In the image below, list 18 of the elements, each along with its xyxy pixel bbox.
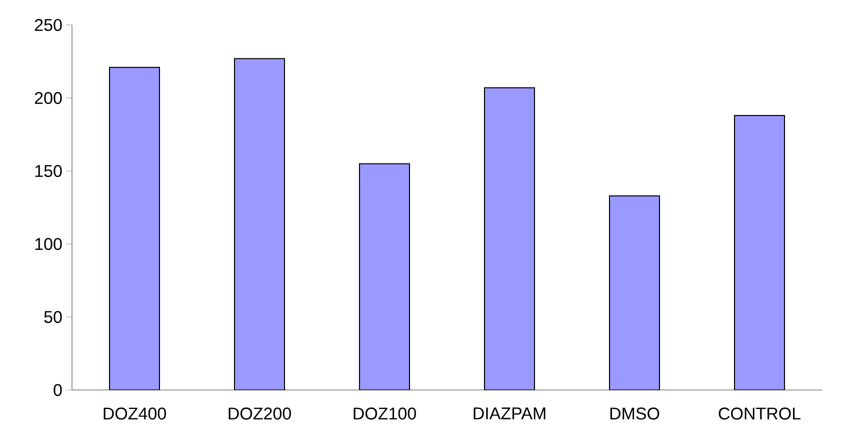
x-tick-label: DOZ100 xyxy=(354,408,416,420)
y-tick-label: 250 xyxy=(34,18,62,32)
bar xyxy=(109,66,160,390)
y-tick-label: 200 xyxy=(34,92,62,104)
bar xyxy=(484,87,535,390)
x-tick-label: DIAZPAM xyxy=(474,408,546,420)
y-tick-label: 150 xyxy=(35,164,62,178)
bar xyxy=(234,58,286,390)
y-tick-label: 50 xyxy=(44,310,62,324)
y-tick-label: 0 xyxy=(54,384,62,396)
y-tick-label: 100 xyxy=(35,238,62,250)
bar xyxy=(609,195,660,390)
x-tick-label: CONTROL xyxy=(718,408,800,420)
bar xyxy=(734,115,786,390)
x-tick-label: DOZ200 xyxy=(228,408,291,420)
bar xyxy=(359,163,410,390)
x-tick-label: DOZ400 xyxy=(104,408,166,420)
x-tick-label: DMSO xyxy=(610,408,660,420)
